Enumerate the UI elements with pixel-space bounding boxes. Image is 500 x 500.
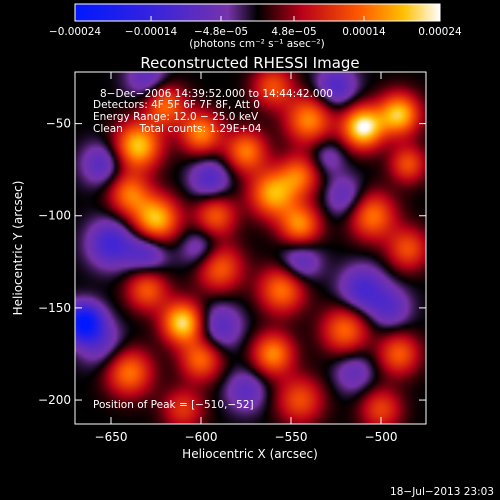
timestamp: 18−Jul−2013 23:03 [390,486,494,498]
y-tick-label: −150 [38,301,71,315]
annotation-clean-counts: Clean Total counts: 1.29E+04 [93,123,262,135]
colorbar-tick-label: −4.8e−05 [194,26,248,38]
heatmap-image [75,72,426,424]
x-tick-label: −650 [95,430,128,444]
x-tick-label: −500 [365,430,398,444]
x-axis-label: Heliocentric X (arcsec) [182,447,318,461]
colorbar-tick-label: 4.8e−05 [271,26,316,38]
colorbar-tick-label: −0.00024 [49,26,102,38]
x-axis-ticks: −650 −600 −550 −500 [95,72,398,444]
x-tick-label: −550 [275,430,308,444]
plot-frame [74,71,427,425]
y-tick-label: −50 [46,117,71,131]
chart-title: Reconstructed RHESSI Image [140,54,359,72]
annotation-detectors: Detectors: 4F 5F 6F 7F 8F, Att 0 [93,99,260,111]
y-tick-label: −200 [38,393,71,407]
y-tick-label: −100 [38,209,71,223]
annotation-time-range: 8−Dec−2006 14:39:52.000 to 14:44:42.000 [100,88,333,100]
colorbar-ticks: −0.00024 −0.00014 −4.8e−05 4.8e−05 0.00014 0.… [49,16,462,38]
y-axis-label: Heliocentric Y (arcsec) [11,181,25,316]
annotation-peak-position: Position of Peak = [−510,−52] [93,399,254,411]
colorbar-tick-label: 0.00014 [342,26,386,38]
colorbar-tick-label: 0.00024 [418,26,462,38]
colorbar-tick-label: −0.00014 [125,26,178,38]
heatmap-area [75,72,426,424]
colorbar-units: (photons cm⁻² s⁻¹ asec⁻²) [189,38,324,50]
y-axis-ticks: −50 −100 −150 −200 [38,117,426,407]
colorbar [74,3,441,22]
x-tick-label: −600 [185,430,218,444]
annotation-energy-range: Energy Range: 12.0 − 25.0 keV [93,111,259,123]
